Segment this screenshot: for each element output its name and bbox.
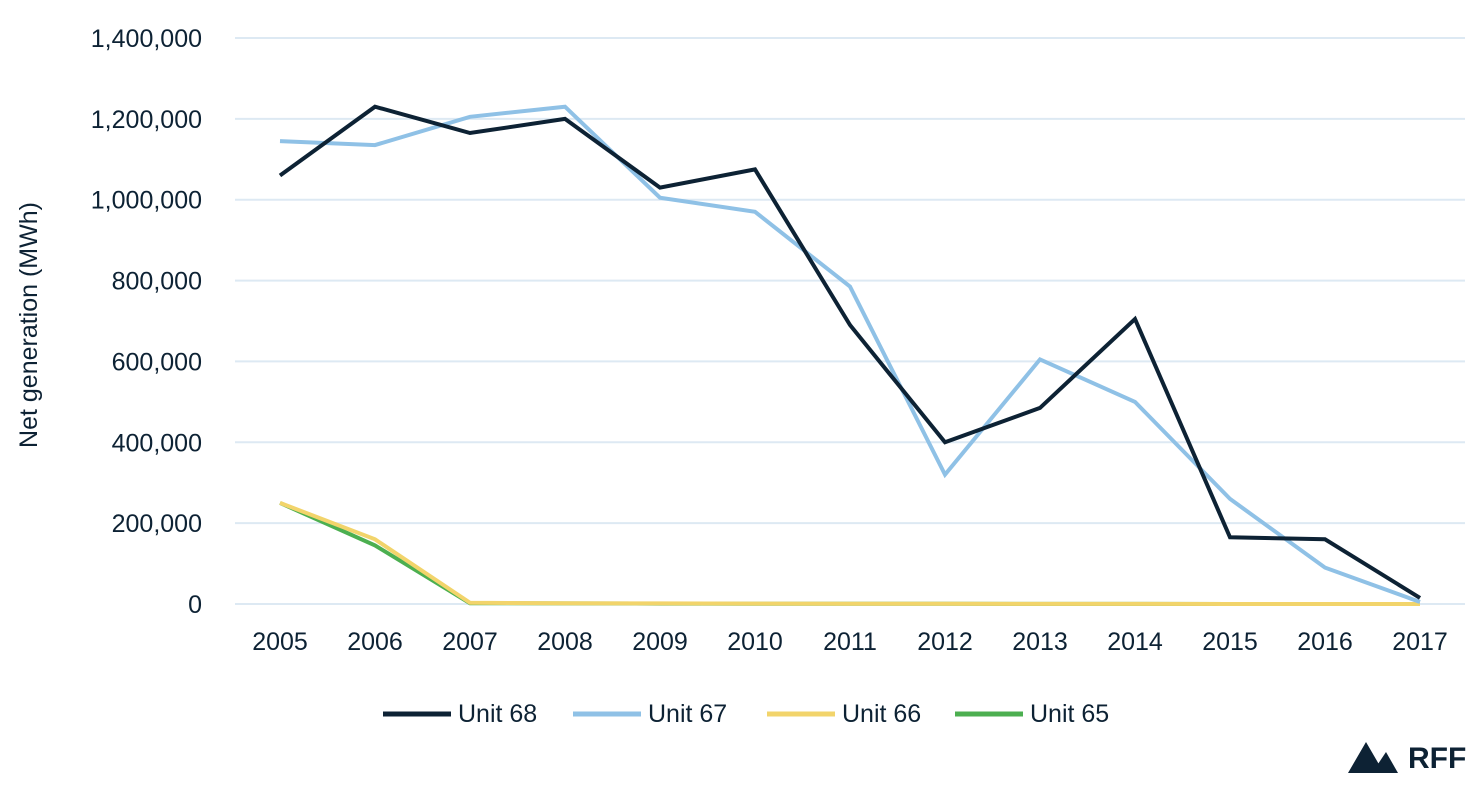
logo: RFF (1348, 742, 1466, 775)
x-tick-label: 2017 (1392, 628, 1448, 656)
legend-label: Unit 68 (458, 700, 537, 728)
y-tick-label: 1,000,000 (91, 187, 202, 215)
y-tick-label: 0 (188, 591, 202, 619)
series-line-unit-66 (279, 501, 1420, 606)
y-axis-title: Net generation (MWh) (15, 202, 43, 448)
logo-text: RFF (1408, 742, 1466, 775)
x-tick-label: 2007 (442, 628, 498, 656)
y-tick-label: 1,200,000 (91, 106, 202, 134)
y-tick-label: 800,000 (112, 268, 202, 296)
x-tick-label: 2012 (917, 628, 973, 656)
x-tick-label: 2014 (1107, 628, 1163, 656)
x-tick-label: 2010 (727, 628, 783, 656)
x-tick-label: 2016 (1297, 628, 1353, 656)
mountain-icon (1348, 742, 1398, 773)
legend-label: Unit 66 (842, 700, 921, 728)
y-tick-label: 1,400,000 (91, 25, 202, 53)
legend-label: Unit 65 (1030, 700, 1109, 728)
x-tick-label: 2015 (1202, 628, 1258, 656)
y-tick-label: 600,000 (112, 348, 202, 376)
grid (235, 37, 1465, 605)
legend-label: Unit 67 (648, 700, 727, 728)
x-tick-label: 2008 (537, 628, 593, 656)
legend-item: Unit 66 (767, 700, 921, 728)
legend-item: Unit 65 (955, 700, 1109, 728)
x-tick-label: 2011 (823, 628, 877, 656)
legend-item: Unit 67 (573, 700, 727, 728)
x-tick-label: 2009 (632, 628, 688, 656)
x-tick-label: 2013 (1012, 628, 1068, 656)
y-axis-ticks: 0 200,000 400,000 600,000 800,000 1,000,000 1,… (91, 25, 202, 619)
legend: Unit 68 Unit 67 Unit 66 Unit 65 (383, 700, 1109, 728)
y-tick-label: 400,000 (112, 429, 202, 457)
y-tick-label: 200,000 (112, 510, 202, 538)
series-lines (278, 104, 1422, 606)
x-tick-label: 2006 (347, 628, 403, 656)
legend-item: Unit 68 (383, 700, 537, 728)
series-line-unit-67 (279, 104, 1421, 604)
x-tick-label: 2005 (252, 628, 308, 656)
x-axis-ticks: 2005 2006 2007 2008 2009 2010 2011 2012 2013 2014… (252, 628, 1448, 656)
series-line-unit-68 (278, 104, 1422, 600)
